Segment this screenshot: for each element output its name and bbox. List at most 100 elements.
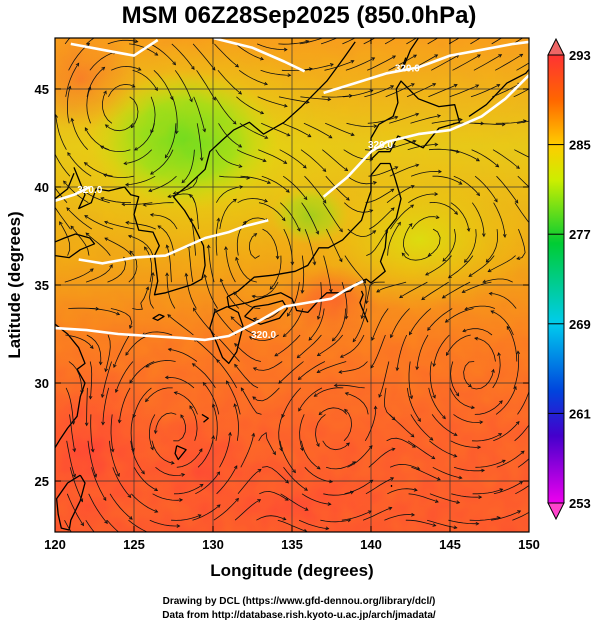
streamline-arrow	[409, 331, 413, 336]
streamline-arrow	[415, 163, 420, 168]
streamline-arrow	[494, 198, 498, 203]
streamline-arrow	[410, 185, 415, 189]
streamline-arrow	[285, 479, 290, 484]
streamline-arrow	[329, 63, 334, 67]
streamline	[345, 57, 375, 71]
colorbar-scale	[547, 54, 565, 504]
streamline-arrow	[412, 139, 417, 144]
streamline-arrow	[235, 497, 239, 502]
streamline-arrow	[298, 407, 302, 412]
streamline	[516, 228, 526, 260]
streamline	[345, 392, 369, 415]
streamline	[189, 405, 198, 441]
streamline-arrow	[239, 185, 244, 189]
streamline	[399, 281, 428, 299]
streamline-arrow	[129, 325, 133, 329]
streamline	[68, 361, 83, 394]
streamline	[174, 392, 198, 415]
streamline-arrow	[103, 90, 107, 95]
streamline	[386, 185, 415, 204]
streamline	[279, 440, 296, 473]
streamline	[368, 448, 395, 468]
streamline-arrow	[283, 160, 288, 164]
streamline-arrow	[216, 504, 221, 509]
streamline	[145, 360, 176, 368]
streamline	[450, 202, 470, 232]
streamline-arrow	[325, 526, 330, 531]
streamline-arrow	[167, 194, 172, 198]
streamline	[238, 69, 268, 85]
streamline	[450, 361, 460, 397]
streamline	[421, 281, 449, 300]
streamline	[87, 440, 97, 478]
coastline	[73, 41, 356, 296]
streamline	[281, 387, 301, 418]
streamline	[474, 175, 498, 203]
streamline	[215, 186, 243, 203]
streamline-arrow	[517, 510, 522, 514]
streamline	[453, 466, 485, 472]
streamline	[368, 166, 398, 177]
x-tick-label: 145	[439, 537, 461, 552]
streamline	[402, 223, 413, 256]
streamline	[406, 38, 418, 45]
coastline	[174, 445, 187, 461]
streamline	[314, 387, 344, 397]
streamline	[493, 421, 520, 442]
streamline-arrow	[257, 468, 262, 473]
streamline-arrow	[541, 54, 544, 57]
streamline	[446, 334, 471, 356]
streamline-arrow	[367, 30, 370, 33]
streamline	[451, 493, 482, 498]
streamline-arrow	[365, 300, 369, 305]
streamline-arrow	[287, 73, 292, 78]
streamline	[308, 308, 325, 341]
streamline	[103, 174, 134, 178]
streamline-arrow	[224, 246, 228, 250]
streamline-arrow	[149, 213, 154, 217]
streamline-arrow	[436, 114, 442, 118]
streamline-arrow	[189, 405, 193, 410]
streamline-arrow	[368, 445, 373, 449]
streamline	[366, 229, 388, 256]
streamline	[212, 404, 218, 441]
streamline-arrow	[84, 127, 89, 132]
streamline	[262, 228, 279, 259]
streamline	[192, 43, 216, 71]
streamline-arrow	[331, 337, 336, 342]
streamline-arrow	[391, 416, 396, 421]
streamline-arrow	[216, 217, 221, 222]
streamline	[287, 282, 300, 317]
streamline	[106, 519, 120, 532]
streamline-arrow	[113, 364, 117, 368]
streamline	[152, 493, 183, 501]
streamline-arrow	[468, 383, 472, 388]
streamline-arrow	[540, 194, 543, 197]
streamline-arrow	[89, 268, 94, 273]
streamline	[153, 70, 173, 100]
streamline-arrow	[153, 533, 156, 536]
streamline	[342, 38, 356, 45]
streamline	[65, 334, 94, 349]
streamline	[59, 221, 71, 256]
streamline	[364, 406, 377, 441]
streamline	[280, 493, 309, 511]
streamline	[514, 424, 529, 442]
streamline-arrow	[432, 523, 437, 527]
streamline-arrow	[530, 382, 533, 385]
streamline-arrow	[104, 368, 108, 373]
streamline-arrow	[372, 181, 378, 185]
streamline-arrow	[148, 188, 153, 193]
streamline	[85, 519, 95, 532]
streamline-arrow	[350, 490, 355, 495]
streamline-arrow	[300, 447, 304, 452]
streamline-arrow	[312, 261, 317, 266]
streamline-arrow	[88, 395, 93, 400]
streamline-arrow	[80, 522, 84, 527]
streamline	[516, 62, 529, 71]
streamline-arrow	[129, 379, 133, 384]
x-tick-label: 140	[360, 537, 382, 552]
coastline	[55, 323, 86, 449]
coastline	[468, 68, 529, 117]
streamline	[370, 334, 386, 369]
